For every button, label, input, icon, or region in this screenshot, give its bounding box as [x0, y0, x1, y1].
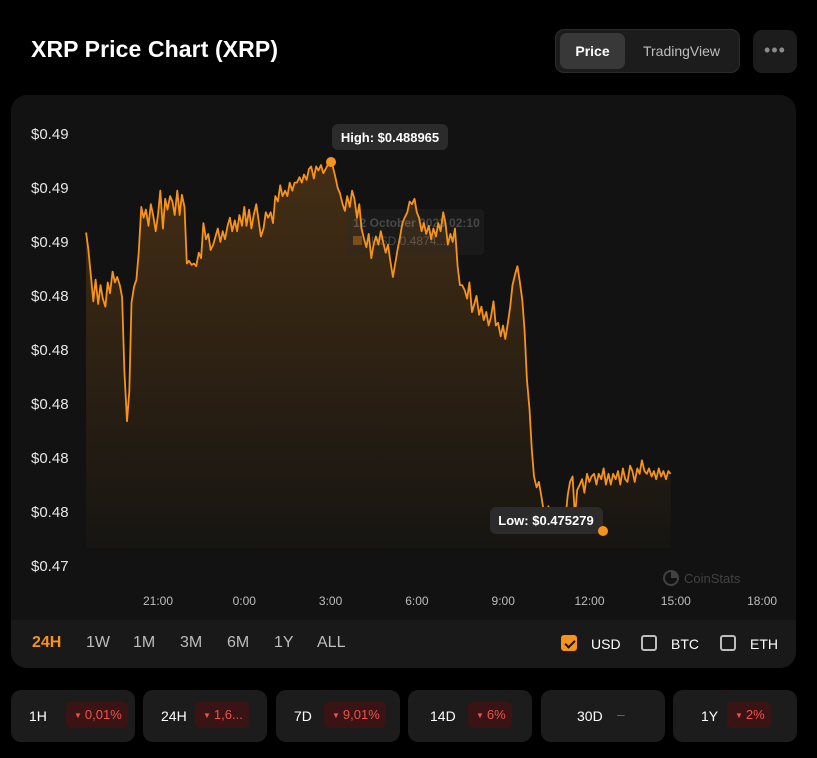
watermark-text: CoinStats	[684, 571, 741, 586]
y-tick-label: $0.49	[31, 234, 69, 251]
low-point	[598, 526, 608, 536]
checkbox-icon	[720, 635, 736, 651]
down-triangle-icon: ▼	[332, 711, 340, 720]
down-triangle-icon: ▼	[74, 711, 82, 720]
stat-card-30d[interactable]: 30D –	[541, 690, 665, 742]
page-title: XRP Price Chart (XRP)	[31, 36, 279, 62]
down-triangle-icon: ▼	[203, 711, 211, 720]
y-tick-label: $0.48	[31, 342, 69, 359]
coinstats-watermark: CoinStats	[663, 570, 741, 586]
x-tick-label: 0:00	[233, 594, 257, 608]
x-tick-label: 21:00	[143, 594, 173, 608]
stat-card-14d[interactable]: 14D ▼ 6%	[408, 690, 532, 742]
stat-period: 7D	[294, 708, 312, 724]
stat-card-1h[interactable]: 1H ▼ 0,01%	[11, 690, 135, 742]
checkbox-checked-icon	[561, 635, 577, 651]
y-tick-label: $0.48	[31, 288, 69, 305]
change-value: 6%	[486, 707, 506, 722]
high-label: High: $0.488965	[341, 130, 439, 145]
change-value: 2%	[745, 707, 765, 722]
range-1y[interactable]: 1Y	[274, 634, 294, 651]
price-area	[86, 161, 671, 548]
chart-controls: 24H 1W 1M 3M 6M 1Y ALL USD BTC ETH	[11, 620, 796, 668]
stat-card-7d[interactable]: 7D ▼ 9,01%	[276, 690, 400, 742]
change-badge: ▼ 9,01%	[324, 702, 386, 728]
change-value: –	[617, 706, 625, 722]
y-tick-label: $0.47	[31, 558, 69, 575]
currency-btc-label: BTC	[671, 636, 699, 652]
more-options-button[interactable]: •••	[753, 30, 797, 73]
x-tick-label: 15:00	[661, 594, 691, 608]
y-tick-label: $0.48	[31, 504, 69, 521]
range-1w[interactable]: 1W	[86, 634, 110, 651]
y-tick-label: $0.48	[31, 450, 69, 467]
stat-card-1y[interactable]: 1Y ▼ 2%	[673, 690, 797, 742]
view-toggle: Price TradingView	[555, 29, 740, 73]
y-tick-label: $0.49	[31, 180, 69, 197]
x-tick-label: 3:00	[319, 594, 343, 608]
change-badge: ▼ 1,6...	[195, 702, 249, 728]
price-line	[85, 160, 672, 534]
stat-card-24h[interactable]: 24H ▼ 1,6...	[143, 690, 267, 742]
down-triangle-icon: ▼	[735, 711, 743, 720]
high-marker: High: $0.488965	[326, 124, 448, 167]
change-badge: ▼ 2%	[727, 702, 771, 728]
stat-period: 14D	[430, 708, 456, 724]
stat-period: 1H	[29, 708, 47, 724]
x-tick-label: 12:00	[574, 594, 604, 608]
tab-price[interactable]: Price	[560, 33, 625, 69]
x-tick-label: 9:00	[492, 594, 516, 608]
range-24h[interactable]: 24H	[32, 634, 62, 651]
chart-card: $0.49 $0.49 $0.49 $0.48 $0.48 $0.48 $0.48 $0.48…	[11, 95, 796, 668]
hover-tooltip: 12 October 2023 02:10 USD 0.4874...	[347, 209, 484, 255]
change-value: 0,01%	[84, 707, 122, 722]
checkbox-icon	[641, 635, 657, 651]
low-label: Low: $0.475279	[498, 513, 593, 528]
tooltip-date: 12 October 2023 02:10	[353, 216, 480, 230]
currency-eth-label: ETH	[750, 636, 778, 652]
more-horizontal-icon: •••	[764, 40, 786, 60]
range-3m[interactable]: 3M	[180, 634, 203, 651]
range-1m[interactable]: 1M	[133, 634, 156, 651]
high-point	[326, 157, 336, 167]
low-marker: Low: $0.475279	[490, 507, 608, 536]
x-tick-label: 18:00	[747, 594, 777, 608]
tab-tradingview[interactable]: TradingView	[642, 43, 721, 59]
price-chart[interactable]: $0.49 $0.49 $0.49 $0.48 $0.48 $0.48 $0.48 $0.48…	[11, 95, 796, 620]
change-badge: ▼ 6%	[468, 702, 512, 728]
stat-period: 24H	[161, 708, 187, 724]
change-value: 1,6...	[213, 707, 243, 722]
range-all[interactable]: ALL	[317, 634, 346, 651]
stat-period: 1Y	[701, 708, 719, 724]
stat-period: 30D	[577, 708, 603, 724]
y-tick-label: $0.48	[31, 396, 69, 413]
change-value: 9,01%	[342, 707, 380, 722]
down-triangle-icon: ▼	[476, 711, 484, 720]
y-tick-label: $0.49	[31, 126, 69, 143]
change-badge: ▼ 0,01%	[66, 702, 128, 728]
x-tick-label: 6:00	[405, 594, 429, 608]
range-6m[interactable]: 6M	[227, 634, 250, 651]
currency-usd-label: USD	[591, 636, 621, 652]
tooltip-value: USD 0.4874...	[371, 234, 446, 248]
